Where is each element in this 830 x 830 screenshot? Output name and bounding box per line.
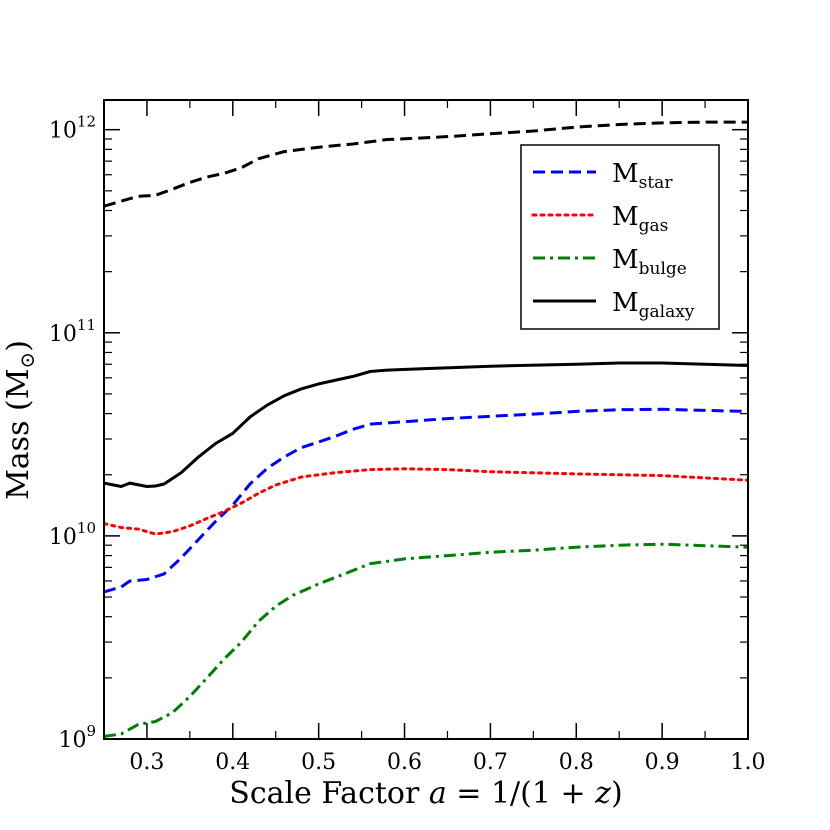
series-line-m-bulge xyxy=(104,542,748,738)
legend: Mstar Mgas Mbulge Mgalaxy xyxy=(520,144,720,330)
series-line-m-galaxy xyxy=(104,361,748,488)
series-line-m-halo xyxy=(104,120,748,208)
y-tick-label: 1012 xyxy=(49,113,96,144)
legend-label-m-bulge: Mbulge xyxy=(612,245,687,279)
x-axis-label: Scale Factor a = 1/(1 + z) xyxy=(229,776,622,811)
x-tick-label: 0.6 xyxy=(387,750,422,775)
x-tick-label: 0.7 xyxy=(473,750,508,775)
x-tick-label: 0.4 xyxy=(215,750,250,775)
y-tick-label: 1011 xyxy=(49,316,96,347)
legend-label-m-gas: Mgas xyxy=(612,202,668,236)
y-tick-label: 1010 xyxy=(49,519,96,550)
x-tick-label: 0.9 xyxy=(645,750,680,775)
x-tick-label: 0.5 xyxy=(301,750,336,775)
legend-label-m-galaxy: Mgalaxy xyxy=(612,288,695,322)
plot-frame xyxy=(103,99,749,740)
legend-label-m-star: Mstar xyxy=(612,159,673,193)
series-line-m-star xyxy=(104,407,748,594)
x-tick-label: 0.8 xyxy=(559,750,594,775)
legend-box xyxy=(520,144,720,330)
x-tick-label: 1.0 xyxy=(731,750,766,775)
x-tick-label: 0.3 xyxy=(129,750,164,775)
y-tick-label: 109 xyxy=(58,722,96,753)
y-axis-label: Mass (M⊙) xyxy=(1,340,39,500)
series-line-m-gas xyxy=(104,467,748,536)
